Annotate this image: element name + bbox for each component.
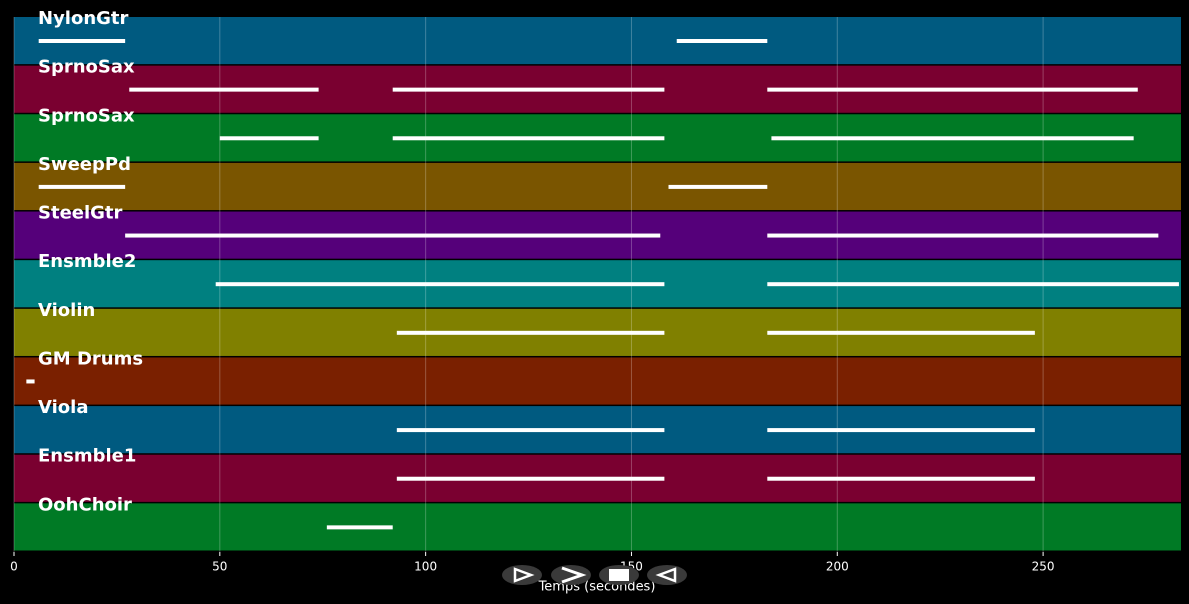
x-tick-label: 250	[1032, 560, 1055, 574]
note-cluster	[396, 330, 665, 335]
note-cluster	[392, 136, 665, 141]
note-cluster	[392, 87, 665, 92]
note-cluster	[676, 39, 768, 43]
track-name: Violin	[38, 300, 95, 321]
x-tick-label: 100	[414, 560, 437, 574]
track-name: Ensmble2	[38, 251, 136, 272]
note-cluster	[396, 428, 665, 433]
stop-button[interactable]	[599, 565, 639, 585]
track-band	[14, 17, 1181, 65]
note-cluster	[215, 282, 665, 287]
note-cluster	[38, 39, 126, 43]
track-name: NylonGtr	[38, 8, 129, 29]
note-cluster	[129, 87, 319, 92]
note-cluster	[767, 233, 1159, 238]
back-button[interactable]	[647, 565, 687, 585]
note-cluster	[326, 525, 393, 530]
track-name: OohChoir	[38, 494, 132, 515]
player-controls	[502, 565, 687, 585]
note-cluster	[767, 428, 1035, 433]
note-cluster	[219, 136, 319, 141]
track-name: SteelGtr	[38, 203, 123, 224]
note-cluster	[668, 184, 768, 189]
note-cluster	[767, 87, 1138, 92]
track-name: SprnoSax	[38, 105, 135, 126]
x-tick-label: 50	[212, 560, 227, 574]
note-cluster	[767, 282, 1179, 287]
track-name: GM Drums	[38, 348, 143, 369]
track-name: SprnoSax	[38, 57, 135, 78]
note-cluster	[26, 379, 35, 384]
track-band	[14, 162, 1181, 211]
note-cluster	[38, 184, 126, 189]
note-cluster	[767, 330, 1035, 335]
track-name: Ensmble1	[38, 446, 136, 467]
x-tick-label: 0	[10, 560, 18, 574]
note-cluster	[125, 233, 661, 238]
track-band	[14, 503, 1181, 551]
forward-button[interactable]	[551, 565, 591, 585]
note-cluster	[771, 136, 1134, 141]
track-name: SweepPd	[38, 154, 131, 175]
play-button[interactable]	[502, 565, 542, 585]
x-tick-label: 200	[826, 560, 849, 574]
note-cluster	[767, 476, 1035, 481]
track-band	[14, 357, 1181, 405]
track-name: Viola	[38, 397, 88, 418]
note-cluster	[396, 476, 665, 481]
plot-area: 0 50 100 150 200 250NylonGtrSprnoSaxSprnoSaxS…	[10, 8, 1181, 574]
x-axis-label: Temps (secondes)	[538, 580, 656, 595]
